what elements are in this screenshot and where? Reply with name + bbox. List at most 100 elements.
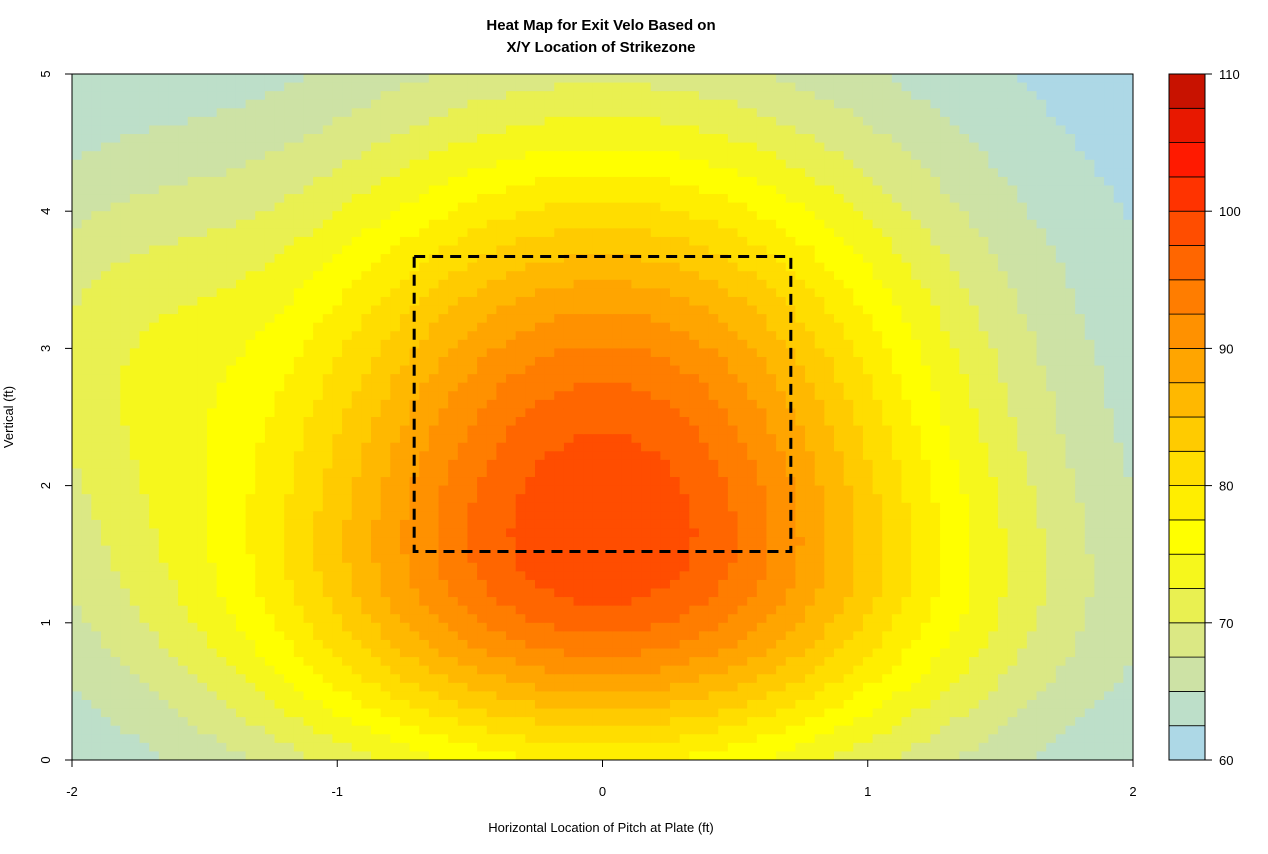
heat-cell <box>322 74 334 84</box>
heat-cell <box>399 734 411 744</box>
heat-cell <box>361 682 372 692</box>
heat-cell <box>583 622 594 632</box>
heat-cell <box>274 562 285 572</box>
heat-cell <box>207 202 218 212</box>
heat-cell <box>274 528 285 538</box>
heat-cell <box>650 185 661 195</box>
heat-cell <box>332 374 343 384</box>
heat-cell <box>322 305 334 315</box>
heat-cell <box>563 434 575 444</box>
heat-cell <box>660 339 671 349</box>
heat-cell <box>419 691 430 701</box>
heat-cell <box>573 459 584 470</box>
heat-cell <box>245 116 256 127</box>
heat-cell <box>486 219 497 229</box>
heat-cell <box>592 305 604 315</box>
heat-cell <box>342 554 353 564</box>
heat-cell <box>158 485 170 495</box>
heat-cell <box>235 459 247 470</box>
heat-cell <box>448 194 459 204</box>
heat-cell <box>448 699 459 710</box>
heat-cell <box>197 82 208 92</box>
heat-cell <box>332 159 343 169</box>
heat-cell <box>641 468 652 478</box>
heat-cell <box>438 588 449 598</box>
heat-cell <box>110 417 121 427</box>
heat-cell <box>226 142 237 152</box>
heat-cell <box>158 185 170 195</box>
heat-cell <box>583 717 594 727</box>
heat-cell <box>583 159 594 169</box>
heat-cell <box>226 408 237 418</box>
heat-cell <box>342 99 353 109</box>
heat-cell <box>293 176 305 187</box>
heat-cell <box>496 99 507 109</box>
heat-cell <box>178 725 189 735</box>
heat-cell <box>303 562 314 572</box>
heat-cell <box>573 254 584 264</box>
heat-cell <box>486 288 497 298</box>
heat-cell <box>235 125 247 135</box>
heat-cell <box>544 657 555 667</box>
heat-cell <box>332 674 343 684</box>
heat-cell <box>207 236 218 247</box>
heat-cell <box>621 622 633 632</box>
heat-cell <box>226 682 237 692</box>
heat-cell <box>72 579 83 590</box>
heat-cell <box>187 348 198 358</box>
heat-cell <box>467 751 478 760</box>
heat-cell <box>457 382 469 392</box>
heat-cell <box>342 116 353 127</box>
heat-cell <box>245 108 256 118</box>
heat-cell <box>583 554 594 564</box>
heat-cell <box>293 537 305 547</box>
heat-cell <box>303 348 314 358</box>
heat-cell <box>612 451 623 461</box>
heat-cell <box>438 494 449 504</box>
heat-cell <box>91 91 102 101</box>
heat-cell <box>438 657 449 667</box>
heat-cell <box>496 305 507 315</box>
heat-cell <box>544 176 555 187</box>
heat-cell <box>332 74 343 84</box>
heat-cell <box>390 425 401 435</box>
heat-cell <box>216 356 227 367</box>
heat-cell <box>399 339 411 349</box>
heat-cell <box>149 288 160 298</box>
heat-cell <box>139 108 150 118</box>
heat-cell <box>621 442 633 452</box>
heat-cell <box>428 365 440 375</box>
heat-cell <box>428 682 440 692</box>
heat-cell <box>660 639 671 650</box>
heat-cell <box>197 682 208 692</box>
heat-cell <box>293 348 305 358</box>
heat-cell <box>129 519 141 530</box>
heat-cell <box>91 228 102 238</box>
heat-cell <box>351 614 362 624</box>
heat-cell <box>332 219 343 229</box>
heat-cell <box>650 382 661 392</box>
heat-cell <box>612 374 623 384</box>
heat-cell <box>428 228 440 238</box>
heat-cell <box>641 271 652 281</box>
heat-cell <box>380 597 391 607</box>
heat-cell <box>621 408 633 418</box>
heat-cell <box>197 631 208 641</box>
heat-cell <box>544 348 555 358</box>
heat-cell <box>438 477 449 487</box>
heat-cell <box>602 502 613 512</box>
heat-cell <box>380 691 391 701</box>
heat-cell <box>332 91 343 101</box>
heat-cell <box>371 554 382 564</box>
heat-cell <box>303 614 314 624</box>
heat-cell <box>486 168 497 178</box>
heat-cell <box>332 331 343 341</box>
heat-cell <box>371 588 382 598</box>
heat-cell <box>226 356 237 367</box>
heat-cell <box>361 417 372 427</box>
heat-cell <box>457 296 469 307</box>
heat-cell <box>293 579 305 590</box>
heat-cell <box>612 691 623 701</box>
heat-cell <box>149 408 160 418</box>
heat-cell <box>332 511 343 521</box>
